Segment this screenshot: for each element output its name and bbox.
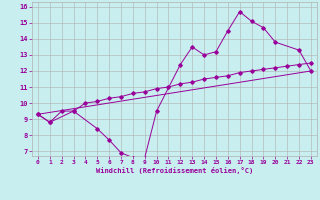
X-axis label: Windchill (Refroidissement éolien,°C): Windchill (Refroidissement éolien,°C): [96, 167, 253, 174]
